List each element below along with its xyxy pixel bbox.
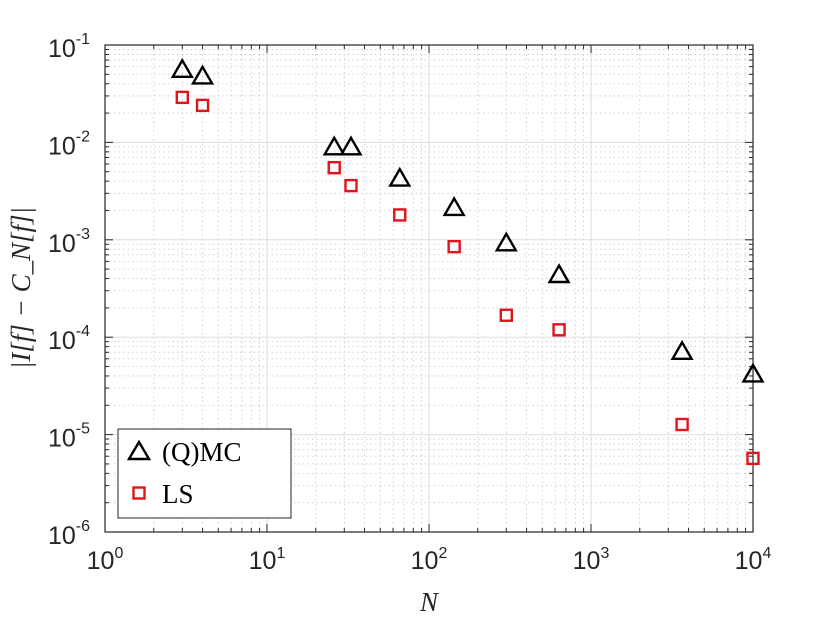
x-tick-label-exponent: 1	[276, 545, 285, 562]
x-tick-label: 102	[411, 545, 448, 575]
x-tick-label-exponent: 3	[600, 545, 609, 562]
data-point-qmc	[322, 135, 346, 156]
x-tick-label: 104	[735, 545, 772, 575]
x-tick-label: 100	[87, 545, 124, 575]
legend-marker-ls	[132, 486, 146, 500]
x-tick-label: 101	[249, 545, 286, 575]
y-tick-label: 10-3	[48, 226, 90, 258]
legend: (Q)MC LS	[117, 428, 292, 519]
data-point-qmc	[741, 362, 765, 383]
axis-ticks	[104, 44, 754, 533]
legend-marker-qmc	[126, 439, 152, 461]
data-point-qmc	[170, 57, 194, 78]
y-tick-label-exponent: -5	[76, 421, 90, 438]
y-axis-label: |I[f] − C_N[f]|	[6, 207, 36, 369]
data-point-ls	[175, 90, 189, 105]
data-point-ls	[327, 160, 341, 175]
data-point-ls	[499, 308, 513, 322]
y-tick-label-exponent: -4	[76, 323, 90, 340]
data-point-qmc	[190, 64, 215, 85]
legend-label-qmc: (Q)MC	[162, 437, 242, 467]
x-tick-labels: 100 101 102 103 104	[87, 545, 772, 575]
legend-label-ls: LS	[162, 479, 194, 509]
data-point-ls	[393, 208, 407, 222]
data-point-qmc	[442, 196, 466, 217]
y-tick-label: 10-2	[48, 128, 90, 160]
y-tick-label-exponent: -2	[76, 128, 90, 145]
y-tick-label: 10-1	[48, 31, 90, 63]
y-tick-label-exponent: -1	[76, 31, 90, 48]
x-tick-label-exponent: 2	[438, 545, 447, 562]
data-point-ls	[447, 239, 461, 254]
data-point-qmc	[547, 263, 571, 284]
data-point-ls	[344, 178, 358, 193]
y-tick-label-exponent: -3	[76, 226, 90, 243]
data-point-ls	[195, 98, 210, 113]
series-qmc	[170, 57, 765, 383]
y-tick-labels: 10-1 10-2 10-3 10-4 10-5 10-6	[48, 31, 90, 550]
data-markers	[170, 57, 765, 466]
y-tick-label: 10-4	[48, 323, 90, 355]
x-tick-label-exponent: 0	[114, 545, 123, 562]
data-point-qmc	[670, 339, 694, 360]
data-point-qmc	[339, 135, 363, 156]
data-point-ls	[746, 451, 760, 466]
y-tick-label: 10-6	[48, 518, 90, 550]
x-tick-label: 103	[573, 545, 610, 575]
series-ls	[175, 90, 760, 466]
data-point-qmc	[388, 166, 412, 187]
data-point-ls	[675, 417, 689, 432]
data-point-ls	[552, 323, 566, 337]
x-tick-label-exponent: 4	[762, 545, 771, 562]
data-point-qmc	[494, 231, 518, 252]
legend-box	[117, 428, 292, 519]
y-tick-label-exponent: -6	[76, 518, 90, 535]
y-tick-label: 10-5	[48, 421, 90, 453]
x-axis-label: N	[419, 587, 440, 617]
